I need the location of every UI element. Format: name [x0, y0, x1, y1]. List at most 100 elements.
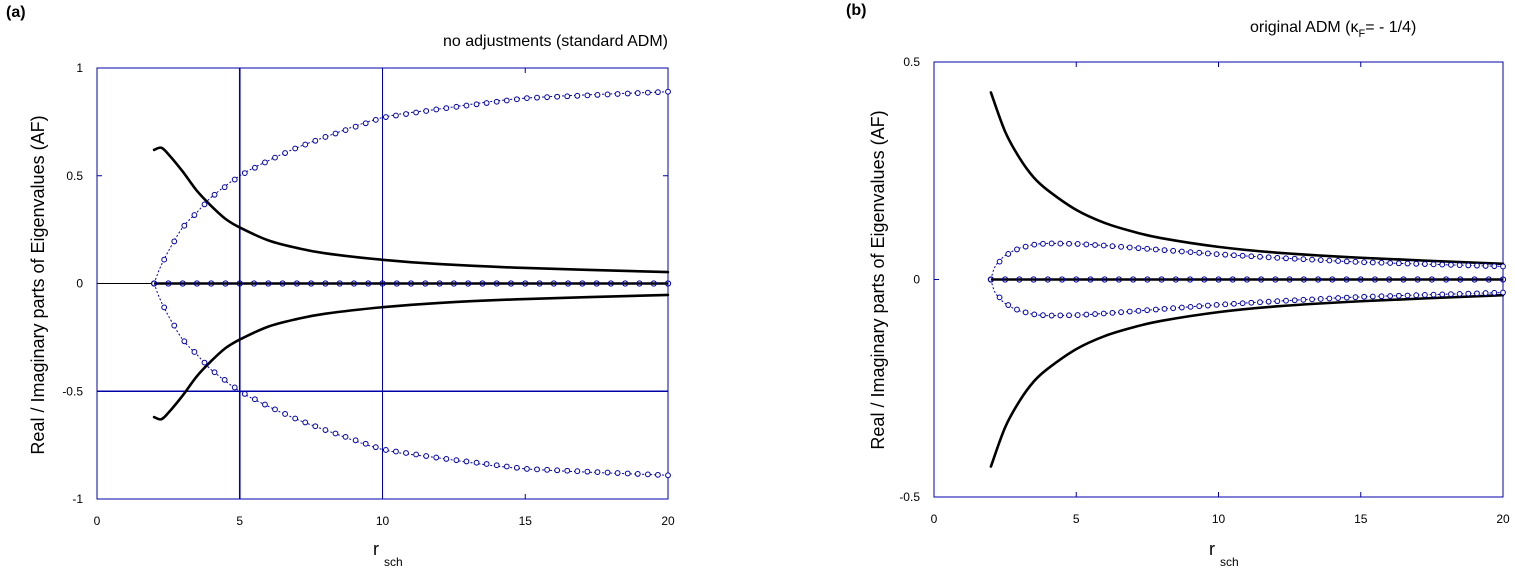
- panel-a-blue-marker: [513, 96, 520, 103]
- panel-b-blue-marker: [1369, 293, 1376, 300]
- panel-b-blue-marker: [1361, 259, 1368, 266]
- panel-b-blue-marker: [1014, 246, 1020, 253]
- panel-a-blue-marker: [272, 154, 278, 161]
- panel-b-blue-marker: [1161, 247, 1168, 254]
- panel-b-blue-marker: [1257, 299, 1263, 306]
- panel-b-blue-marker: [1378, 293, 1385, 300]
- panel-a-zero-marker: [564, 280, 572, 287]
- panel-b-blue-marker: [1274, 298, 1281, 305]
- panel-b-blue-marker: [1239, 300, 1246, 307]
- panel-a-zero-marker: [407, 280, 415, 287]
- panel-a-xlabel: r: [373, 539, 379, 559]
- panel-b-zero-marker: [1457, 276, 1464, 283]
- panel-a-zero-marker: [593, 280, 600, 287]
- panel-a-blue-marker: [413, 451, 419, 458]
- panel-b-x-tick-label: 0: [931, 512, 938, 526]
- panel-b-zero-marker: [1371, 276, 1379, 283]
- panel-a-zero-marker: [607, 280, 615, 287]
- panel-b-x-tick-label: 15: [1354, 512, 1368, 526]
- panel-b-zero-marker: [1258, 276, 1265, 283]
- panel-a-series-black-upper: [152, 146, 670, 274]
- panel-a-zero-marker: [236, 280, 243, 287]
- panel-a-blue-marker: [181, 338, 188, 345]
- panel-b-blue-marker: [1326, 257, 1333, 264]
- panel-b-blue-marker: [1074, 312, 1081, 318]
- panel-b-y-tick-label: -0.5: [899, 490, 920, 504]
- panel-a-blue-marker: [251, 396, 258, 403]
- panel-a-blue-marker: [665, 88, 671, 95]
- panel-a-blue-marker: [584, 468, 591, 475]
- panel-a-blue-marker: [322, 134, 329, 140]
- panel-b-zero-marker: [987, 276, 995, 283]
- panel-b-ylabel: Real / Imaginary parts of Eigenvalues (A…: [868, 110, 888, 449]
- panel-a-blue-marker: [362, 440, 369, 447]
- panel-b-zero-marker: [1314, 276, 1322, 283]
- panel-b-zero-marker: [1215, 276, 1222, 283]
- panel-a-blue-marker: [171, 322, 178, 329]
- panel-b-blue-marker: [996, 294, 1003, 301]
- panel-a-zero-marker: [622, 280, 629, 287]
- panel-a-blue-marker: [564, 93, 571, 100]
- panel-a-blue-marker: [624, 470, 631, 477]
- panel-a-y-tick-label: 0.5: [66, 169, 83, 183]
- panel-b-series-black-lower: [989, 293, 1505, 468]
- panel-a-blue-marker: [241, 170, 248, 176]
- panel-b-blue-marker: [1352, 258, 1359, 265]
- panel-b-blue-marker: [1014, 306, 1020, 313]
- panel-b-zero-marker: [1272, 276, 1279, 283]
- panel-a-blue-marker: [272, 406, 278, 413]
- panel-b-blue-marker: [1283, 297, 1289, 304]
- panel-b-blue-marker: [1421, 292, 1428, 298]
- panel-b-blue-marker: [1048, 312, 1055, 319]
- panel-b-y-tick-label: 0: [913, 273, 920, 287]
- panel-a-zero-marker: [379, 280, 386, 287]
- panel-b-blue-marker: [1257, 253, 1263, 260]
- panel-b-blue-marker: [1040, 240, 1046, 247]
- panel-b-zero-marker: [1087, 276, 1094, 283]
- panel-b-zero-marker: [1058, 276, 1066, 283]
- panel-b-blue-marker: [1474, 290, 1480, 297]
- panel-a-blue-marker: [513, 464, 520, 471]
- panel-a-zero-marker: [450, 280, 457, 287]
- panel-b-blue-marker: [1283, 255, 1289, 262]
- panel-a-blue-marker: [634, 90, 641, 96]
- panel-b-blue-marker: [1430, 261, 1437, 268]
- panel-a-zero-marker: [308, 280, 315, 287]
- panel-a-blue-marker: [544, 94, 550, 101]
- panel-b-zero-marker: [1073, 276, 1080, 283]
- panel-a-blue-marker: [473, 459, 480, 466]
- panel-b-zero-marker: [1386, 276, 1393, 283]
- panel-b-blue-marker: [1161, 305, 1168, 312]
- panel-a-blue-marker: [433, 454, 440, 461]
- panel-b-blue-marker: [1152, 306, 1159, 313]
- panel-a-y-tick-label: -1: [72, 492, 83, 506]
- panel-a-series-blue-lower: [153, 283, 669, 476]
- panel-a-blue-marker: [443, 456, 450, 462]
- panel-b-blue-marker: [1309, 296, 1315, 303]
- panel-a-blue-marker: [534, 466, 540, 473]
- panel-a-series-blue-upper: [153, 91, 669, 284]
- panel-a-blue-marker: [372, 444, 379, 451]
- panel-a-zero-marker: [151, 280, 158, 287]
- panel-b-blue-marker: [1100, 242, 1107, 249]
- panel-a-zero-marker: [650, 280, 657, 287]
- panel-a-blue-marker: [644, 471, 651, 478]
- panel-b-blue-marker: [1040, 312, 1046, 319]
- panel-a-blue-marker: [493, 98, 500, 105]
- panel-b-blue-marker: [1439, 261, 1446, 268]
- panel-b-blue-marker: [1291, 255, 1298, 262]
- panel-a-zero-marker: [579, 280, 586, 287]
- panel-b-zero-marker: [1115, 276, 1123, 283]
- panel-b-blue-marker: [1421, 261, 1428, 267]
- panel-b-blue-marker: [1309, 256, 1315, 263]
- panel-a-zero-marker: [507, 280, 515, 287]
- panel-b-blue-marker: [1465, 262, 1472, 269]
- panel-a-zero-marker: [550, 280, 557, 287]
- plot-layer: 0 5 10 15 20-1-0.500.510 5 10 15 20-0.500.5: [62, 55, 1510, 528]
- panel-b-zero-marker: [1414, 276, 1421, 283]
- panel-a-blue-marker: [221, 184, 228, 191]
- panel-a-blue-marker: [322, 427, 329, 433]
- panel-b-blue-marker: [1500, 289, 1506, 296]
- panel-a-blue-marker: [473, 101, 480, 108]
- panel-b-blue-marker: [1231, 252, 1237, 259]
